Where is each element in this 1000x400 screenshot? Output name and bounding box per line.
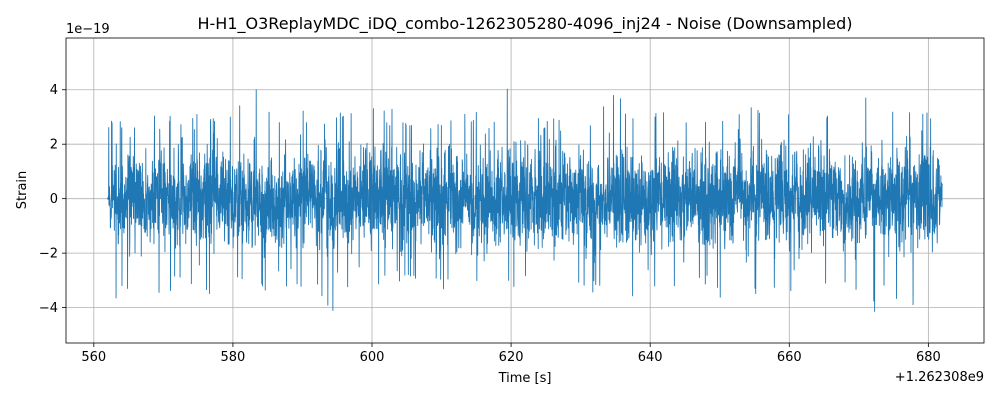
chart-title: H-H1_O3ReplayMDC_iDQ_combo-1262305280-40… [198,14,853,34]
x-tick-label: 560 [81,350,106,365]
x-tick-label: 620 [499,350,524,365]
x-tick-label: 600 [360,350,385,365]
plot-frame [65,37,985,344]
y-axis-label: Strain [15,171,30,210]
y-axis: −4 −2 0 2 4 [39,83,66,316]
x-offset-label: +1.262308e9 [895,370,984,385]
plot-area: 560 580 600 620 640 660 680 −4 −2 0 2 4 [39,37,985,365]
y-tick-label: 2 [50,138,58,153]
y-tick-label: 4 [50,83,58,98]
y-tick-label: −2 [39,247,58,262]
x-tick-label: 660 [777,350,802,365]
y-scale-label: 1e−19 [66,22,110,37]
x-tick-label: 680 [916,350,941,365]
x-tick-label: 640 [638,350,663,365]
series-layer [107,88,943,312]
y-tick-label: −4 [39,301,58,316]
x-axis-label: Time [s] [498,371,552,386]
x-tick-label: 580 [220,350,245,365]
noise-series-line [107,88,943,312]
x-axis: 560 580 600 620 640 660 680 [81,343,941,365]
y-tick-label: 0 [50,192,58,207]
